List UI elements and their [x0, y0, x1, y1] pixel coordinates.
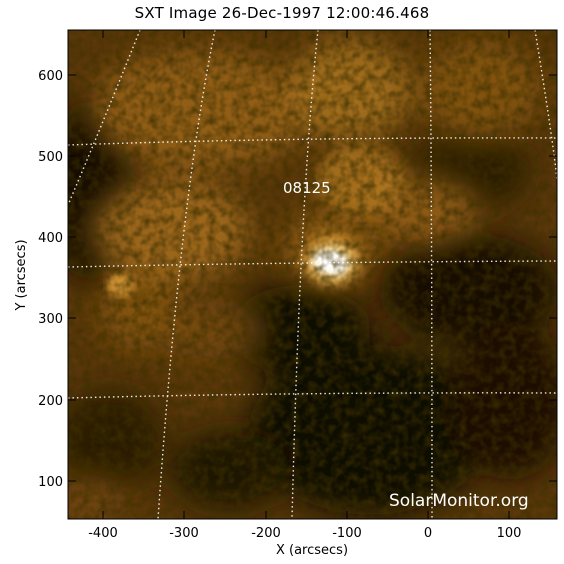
x-tick-label: -100	[332, 526, 362, 541]
y-axis-title: Y (arcsecs)	[14, 239, 29, 311]
x-axis	[102, 30, 510, 519]
y-tick-label: 300	[38, 312, 63, 327]
y-tick-label: 400	[38, 231, 63, 246]
x-tick-label: -300	[169, 526, 199, 541]
x-tick-label: -200	[251, 526, 281, 541]
y-tick-label: 100	[38, 475, 63, 490]
y-tick-label: 200	[38, 394, 63, 409]
x-tick-label: -400	[88, 526, 118, 541]
active-region-label: 08125	[283, 179, 331, 197]
x-tick-label: 0	[424, 526, 432, 541]
plot-frame	[67, 29, 558, 520]
solar-image: 08125 SolarMonitor.org	[68, 30, 557, 519]
x-tick-label: 100	[497, 526, 522, 541]
x-tick-labels: -400 -300 -200 -100 0 100	[88, 526, 521, 541]
x-axis-title: X (arcsecs)	[276, 543, 348, 558]
heliographic-grid	[68, 30, 557, 519]
y-tick-labels: 100 200 300 400 500 600	[38, 69, 63, 490]
y-tick-label: 500	[38, 150, 63, 165]
watermark: SolarMonitor.org	[389, 491, 529, 511]
y-axis	[68, 74, 557, 482]
image-title: SXT Image 26-Dec-1997 12:00:46.468	[134, 4, 430, 22]
y-tick-label: 600	[38, 69, 63, 84]
